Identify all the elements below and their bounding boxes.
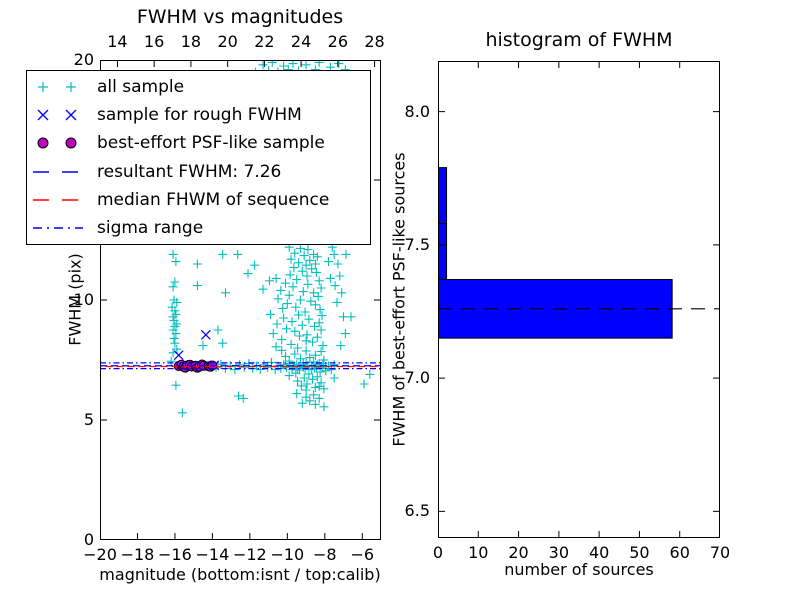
tick-label: 20 xyxy=(73,50,94,69)
circle-marker-icon xyxy=(27,132,97,154)
dashed-line-icon xyxy=(27,161,97,183)
tick-label: −12 xyxy=(232,545,267,564)
legend-row-rough-fwhm: sample for rough FWHM xyxy=(27,101,370,129)
tick-label: 50 xyxy=(629,543,650,562)
dashed-line-icon xyxy=(27,189,97,211)
right-plot-ylabel: FWHM of best-effort PSF-like sources xyxy=(389,152,409,447)
tick-label: 0 xyxy=(432,543,444,562)
legend-label: resultant FWHM: 7.26 xyxy=(97,161,282,182)
tick-label: 7.5 xyxy=(404,234,430,254)
right-plot-xlabel: number of sources xyxy=(504,560,654,579)
legend: all sample sample for rough FWHM best-ef… xyxy=(26,70,371,245)
tick-label: 40 xyxy=(588,543,610,562)
legend-label: best-effort PSF-like sample xyxy=(97,133,325,154)
tick-label: 20 xyxy=(217,32,238,51)
tick-label: 5 xyxy=(83,410,94,429)
legend-row-sigma-range: sigma range xyxy=(27,214,370,242)
tick-label: 60 xyxy=(669,543,690,562)
legend-row-resultant-fwhm: resultant FWHM: 7.26 xyxy=(27,158,370,186)
x-marker-icon xyxy=(27,104,97,126)
tick-label: 18 xyxy=(180,32,202,51)
legend-label: median FHWM of sequence xyxy=(97,189,330,210)
tick-label: 22 xyxy=(254,32,275,51)
legend-row-psf-sample: best-effort PSF-like sample xyxy=(27,129,370,157)
dashdot-line-icon xyxy=(27,217,97,239)
tick-label: −6 xyxy=(350,545,375,564)
legend-label: sigma range xyxy=(97,217,204,238)
tick-label: 16 xyxy=(143,32,165,51)
legend-label: all sample xyxy=(97,77,185,98)
left-plot-title: FWHM vs magnitudes xyxy=(136,6,344,28)
tick-label: 6.5 xyxy=(404,501,430,521)
tick-label: 8.0 xyxy=(404,101,430,121)
tick-label: −10 xyxy=(270,545,305,564)
plus-marker-icon xyxy=(27,76,97,98)
tick-label: 20 xyxy=(508,543,529,562)
tick-label: −8 xyxy=(313,545,337,564)
tick-label: 0 xyxy=(83,530,94,549)
tick-label: −18 xyxy=(120,545,155,564)
tick-label: 26 xyxy=(327,32,348,51)
tick-label: 10 xyxy=(468,543,489,562)
right-plot-svg xyxy=(438,61,720,538)
tick-label: 10 xyxy=(73,290,94,309)
tick-label: −16 xyxy=(158,545,192,564)
tick-label: 7.0 xyxy=(404,368,430,388)
legend-row-all-sample: all sample xyxy=(27,73,370,101)
tick-label: 14 xyxy=(107,32,128,51)
tick-label: 24 xyxy=(290,32,312,51)
left-plot-svg xyxy=(100,60,381,540)
legend-label: sample for rough FWHM xyxy=(97,105,302,126)
tick-label: −20 xyxy=(83,545,117,564)
tick-label: 28 xyxy=(364,32,385,51)
legend-row-median-fwhm: median FHWM of sequence xyxy=(27,186,370,214)
right-plot-title: histogram of FWHM xyxy=(485,29,673,51)
left-plot-xlabel: magnitude (bottom:isnt / top:calib) xyxy=(99,565,381,584)
tick-label: −14 xyxy=(195,545,230,564)
tick-label: 30 xyxy=(548,543,570,562)
tick-label: 70 xyxy=(709,543,731,562)
